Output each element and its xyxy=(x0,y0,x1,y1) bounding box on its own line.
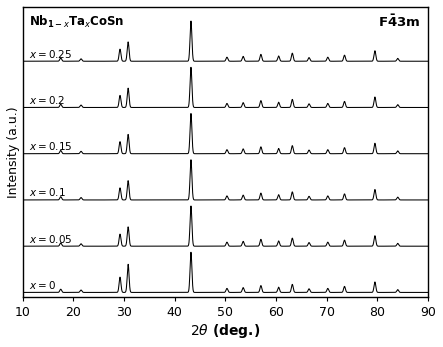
Text: $x = 0.2$: $x = 0.2$ xyxy=(29,94,65,106)
X-axis label: $2\theta$ (deg.): $2\theta$ (deg.) xyxy=(190,322,260,340)
Text: $x = 0.25$: $x = 0.25$ xyxy=(29,48,72,60)
Y-axis label: Intensity (a.u.): Intensity (a.u.) xyxy=(7,106,20,198)
Text: $\mathbf{F\bar{4}3m}$: $\mathbf{F\bar{4}3m}$ xyxy=(378,14,420,30)
Text: $x = 0.1$: $x = 0.1$ xyxy=(29,186,66,198)
Text: $x = 0.15$: $x = 0.15$ xyxy=(29,140,72,152)
Text: $x = 0$: $x = 0$ xyxy=(29,279,56,291)
Text: $\mathbf{Nb_{1-\mathit{x}}Ta_{\mathit{x}}CoSn}$: $\mathbf{Nb_{1-\mathit{x}}Ta_{\mathit{x}… xyxy=(29,14,124,30)
Text: $x = 0.05$: $x = 0.05$ xyxy=(29,232,72,245)
